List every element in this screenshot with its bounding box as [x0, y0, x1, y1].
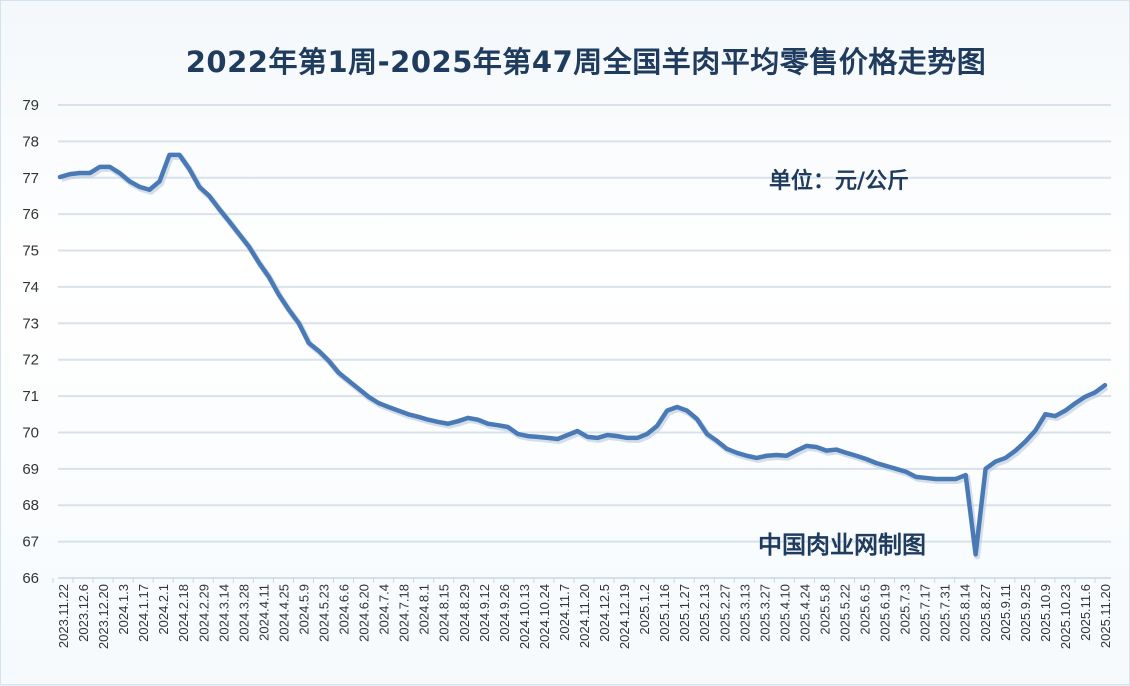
x-tick-label: 2024.2.29	[196, 584, 211, 642]
x-tick-label: 2023.12.6	[76, 584, 91, 642]
credit-annotation: 中国肉业网制图	[758, 525, 926, 560]
x-tick-label: 2024.5.23	[317, 584, 332, 642]
x-tick-label: 2023.12.20	[96, 584, 111, 649]
x-tick-label: 2024.11.20	[577, 584, 592, 648]
x-tick-label: 2025.2.27	[717, 584, 732, 642]
x-tick-label: 2024.8.29	[457, 584, 472, 642]
x-tick-label: 2024.9.26	[497, 584, 512, 642]
x-tick-label: 2025.11.20	[1098, 584, 1113, 648]
x-tick-label: 2024.6.6	[337, 584, 352, 635]
x-tick-label: 2024.11.7	[557, 584, 572, 641]
x-tick-label: 2024.4.11	[256, 584, 271, 641]
y-tick-label: 68	[22, 497, 39, 514]
x-tick-label: 2023.11.22	[56, 584, 71, 648]
y-tick-label: 77	[22, 170, 39, 187]
x-tick-label: 2024.1.17	[136, 584, 151, 642]
x-tick-label: 2025.1.16	[657, 584, 672, 642]
y-tick-label: 78	[22, 133, 39, 150]
y-tick-label: 71	[22, 388, 39, 405]
x-tick-label: 2025.10.9	[1038, 584, 1053, 642]
x-tick-label: 2025.8.14	[958, 584, 973, 642]
x-tick-label: 2025.4.24	[797, 584, 812, 642]
y-tick-label: 74	[22, 279, 39, 296]
x-tick-label: 2024.12.19	[617, 584, 632, 649]
y-tick-label: 79	[22, 97, 39, 114]
x-tick-label: 2025.7.3	[898, 584, 913, 635]
x-tick-label: 2024.3.28	[236, 584, 251, 642]
x-tick-label: 2024.10.24	[537, 584, 552, 649]
x-tick-label: 2024.6.20	[357, 584, 372, 642]
x-tick-label: 2024.9.12	[477, 584, 492, 642]
y-tick-label: 66	[22, 570, 39, 587]
x-tick-label: 2025.7.31	[938, 584, 953, 642]
x-tick-label: 2024.2.1	[156, 584, 171, 635]
x-tick-label: 2024.8.15	[437, 584, 452, 642]
x-tick-label: 2025.3.27	[757, 584, 772, 642]
y-tick-label: 73	[22, 315, 39, 332]
x-tick-label: 2025.11.6	[1078, 584, 1093, 641]
x-tick-label: 2024.12.5	[597, 584, 612, 642]
x-tick-label: 2025.1.27	[677, 584, 692, 642]
y-tick-label: 69	[22, 461, 39, 478]
x-tick-label: 2025.5.22	[838, 584, 853, 642]
y-tick-label: 75	[22, 243, 39, 260]
x-tick-label: 2025.3.13	[737, 584, 752, 642]
x-tick-label: 2024.3.14	[216, 584, 231, 642]
x-tick-label: 2025.6.5	[858, 584, 873, 635]
y-tick-label: 70	[22, 424, 39, 441]
x-tick-label: 2025.8.27	[978, 584, 993, 642]
x-tick-label: 2024.1.3	[116, 584, 131, 635]
x-tick-label: 2025.5.8	[817, 584, 832, 635]
x-tick-label: 2025.6.19	[878, 584, 893, 642]
x-tick-label: 2024.2.18	[176, 584, 191, 642]
x-tick-label: 2024.7.18	[397, 584, 412, 642]
x-tick-label: 2024.10.13	[517, 584, 532, 649]
series-line-shadow	[62, 157, 1107, 557]
x-tick-label: 2025.1.2	[637, 584, 652, 635]
x-tick-label: 2024.7.4	[377, 584, 392, 635]
x-tick-label: 2025.10.23	[1058, 584, 1073, 649]
x-tick-label: 2024.5.9	[296, 584, 311, 635]
y-tick-label: 67	[22, 534, 39, 551]
x-tick-label: 2025.9.25	[1018, 584, 1033, 642]
x-tick-label: 2024.4.25	[276, 584, 291, 642]
x-tick-label: 2024.8.1	[417, 584, 432, 635]
x-tick-label: 2025.7.17	[918, 584, 933, 642]
unit-annotation: 单位：元/公斤	[769, 163, 909, 195]
x-tick-label: 2025.2.13	[697, 584, 712, 642]
x-tick-label: 2025.9.11	[998, 584, 1013, 641]
y-tick-label: 72	[22, 352, 39, 369]
x-tick-label: 2025.4.10	[777, 584, 792, 642]
y-tick-label: 76	[22, 206, 39, 223]
